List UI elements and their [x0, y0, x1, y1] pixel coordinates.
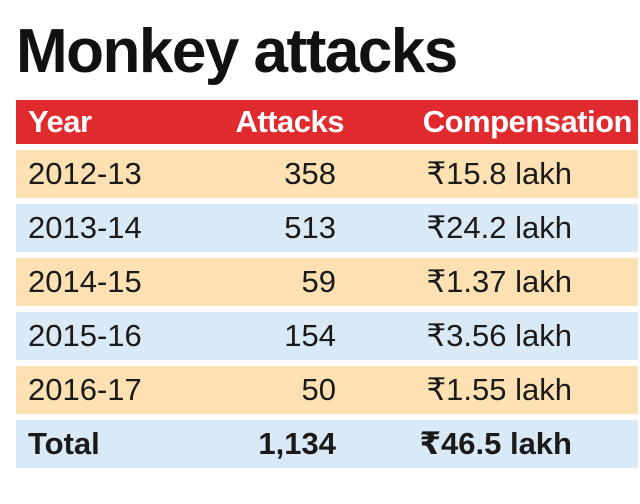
total-attacks-cell: 1,134 [214, 420, 356, 474]
total-label-cell: Total [16, 420, 214, 474]
column-header-compensation: Compensation [356, 100, 638, 144]
table-row: 2013-14 513 ₹24.2 lakh [16, 204, 638, 258]
column-header-attacks: Attacks [214, 100, 356, 144]
year-cell: 2014-15 [16, 258, 214, 312]
column-header-year: Year [16, 100, 214, 144]
compensation-cell: ₹15.8 lakh [356, 144, 638, 204]
table-row: 2015-16 154 ₹3.56 lakh [16, 312, 638, 366]
total-compensation-cell: ₹46.5 lakh [356, 420, 638, 474]
table-row: 2016-17 50 ₹1.55 lakh [16, 366, 638, 420]
compensation-cell: ₹1.37 lakh [356, 258, 638, 312]
data-table: Year Attacks Compensation 2012-13 358 ₹1… [16, 100, 638, 474]
year-cell: 2013-14 [16, 204, 214, 258]
attacks-cell: 154 [214, 312, 356, 366]
year-cell: 2015-16 [16, 312, 214, 366]
header-row: Year Attacks Compensation [16, 100, 638, 144]
compensation-cell: ₹24.2 lakh [356, 204, 638, 258]
attacks-cell: 50 [214, 366, 356, 420]
table-row: 2014-15 59 ₹1.37 lakh [16, 258, 638, 312]
table-row: 2012-13 358 ₹15.8 lakh [16, 144, 638, 204]
attacks-cell: 59 [214, 258, 356, 312]
year-cell: 2016-17 [16, 366, 214, 420]
compensation-cell: ₹3.56 lakh [356, 312, 638, 366]
total-row: Total 1,134 ₹46.5 lakh [16, 420, 638, 474]
attacks-cell: 513 [214, 204, 356, 258]
chart-title: Monkey attacks [16, 17, 458, 86]
attacks-cell: 358 [214, 144, 356, 204]
compensation-cell: ₹1.55 lakh [356, 366, 638, 420]
year-cell: 2012-13 [16, 144, 214, 204]
